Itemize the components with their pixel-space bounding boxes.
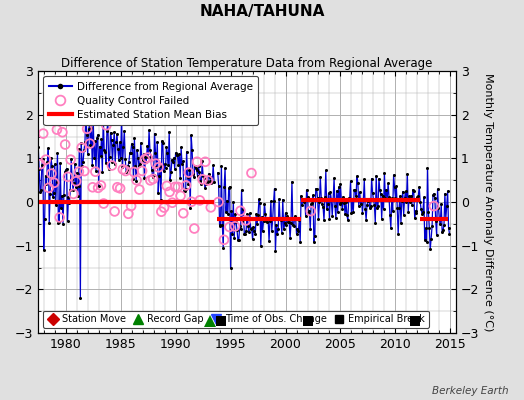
Point: [113, 184, 122, 190]
Point: [177, 193, 185, 199]
Point: [116, 185, 124, 192]
Point: [195, 197, 204, 204]
Point: [67, 156, 75, 163]
Point: [171, 184, 179, 190]
Point: [100, 200, 108, 207]
Point: [242, 217, 250, 224]
Point: [42, 156, 50, 163]
Point: [168, 200, 177, 206]
Point: [97, 182, 105, 189]
Point: [206, 204, 215, 210]
Point: [247, 170, 256, 176]
Point: [236, 208, 245, 214]
Point: [307, 208, 315, 214]
Point: [149, 176, 157, 182]
Point: [231, 223, 239, 230]
Point: [107, 162, 116, 169]
Point: [47, 170, 56, 177]
Point: [160, 204, 168, 211]
Point: [39, 130, 47, 137]
Point: [179, 210, 188, 216]
Point: [193, 158, 201, 165]
Point: [61, 141, 69, 148]
Point: [78, 144, 86, 151]
Legend: Station Move, Record Gap, Time of Obs. Change, Empirical Break: Station Move, Record Gap, Time of Obs. C…: [43, 310, 429, 328]
Point: [105, 113, 113, 119]
Point: [182, 182, 190, 188]
Point: [214, 199, 223, 205]
Point: [166, 189, 174, 195]
Point: [118, 166, 127, 172]
Point: [72, 178, 80, 184]
Y-axis label: Monthly Temperature Anomaly Difference (°C): Monthly Temperature Anomaly Difference (…: [483, 73, 493, 331]
Point: [138, 168, 146, 174]
Point: [86, 140, 94, 147]
Point: [190, 225, 199, 232]
Point: [124, 210, 133, 217]
Point: [146, 177, 155, 184]
Point: [220, 237, 228, 243]
Point: [225, 224, 234, 230]
Point: [83, 126, 91, 132]
Point: [162, 183, 171, 189]
Point: [122, 168, 130, 174]
Point: [430, 203, 438, 209]
Point: [129, 169, 138, 175]
Point: [89, 184, 97, 190]
Point: [111, 208, 119, 215]
Point: [140, 156, 149, 162]
Point: [56, 214, 64, 221]
Point: [53, 126, 61, 133]
Text: Berkeley Earth: Berkeley Earth: [432, 386, 508, 396]
Point: [50, 180, 58, 186]
Point: [58, 129, 67, 136]
Point: [36, 161, 45, 167]
Point: [144, 154, 152, 161]
Point: [184, 169, 193, 176]
Point: [80, 168, 89, 174]
Point: [102, 122, 111, 128]
Text: NAHA/TAHUNA: NAHA/TAHUNA: [199, 4, 325, 19]
Point: [91, 168, 100, 175]
Point: [75, 168, 83, 175]
Point: [155, 164, 163, 170]
Point: [64, 174, 72, 180]
Point: [173, 184, 182, 190]
Point: [69, 191, 78, 197]
Point: [45, 185, 53, 191]
Point: [133, 177, 141, 183]
Point: [199, 176, 207, 182]
Title: Difference of Station Temperature Data from Regional Average: Difference of Station Temperature Data f…: [61, 57, 433, 70]
Point: [157, 208, 166, 215]
Point: [188, 198, 196, 205]
Point: [201, 158, 210, 165]
Point: [127, 203, 135, 209]
Point: [151, 160, 160, 167]
Point: [204, 177, 212, 184]
Point: [94, 185, 102, 191]
Point: [135, 186, 144, 193]
